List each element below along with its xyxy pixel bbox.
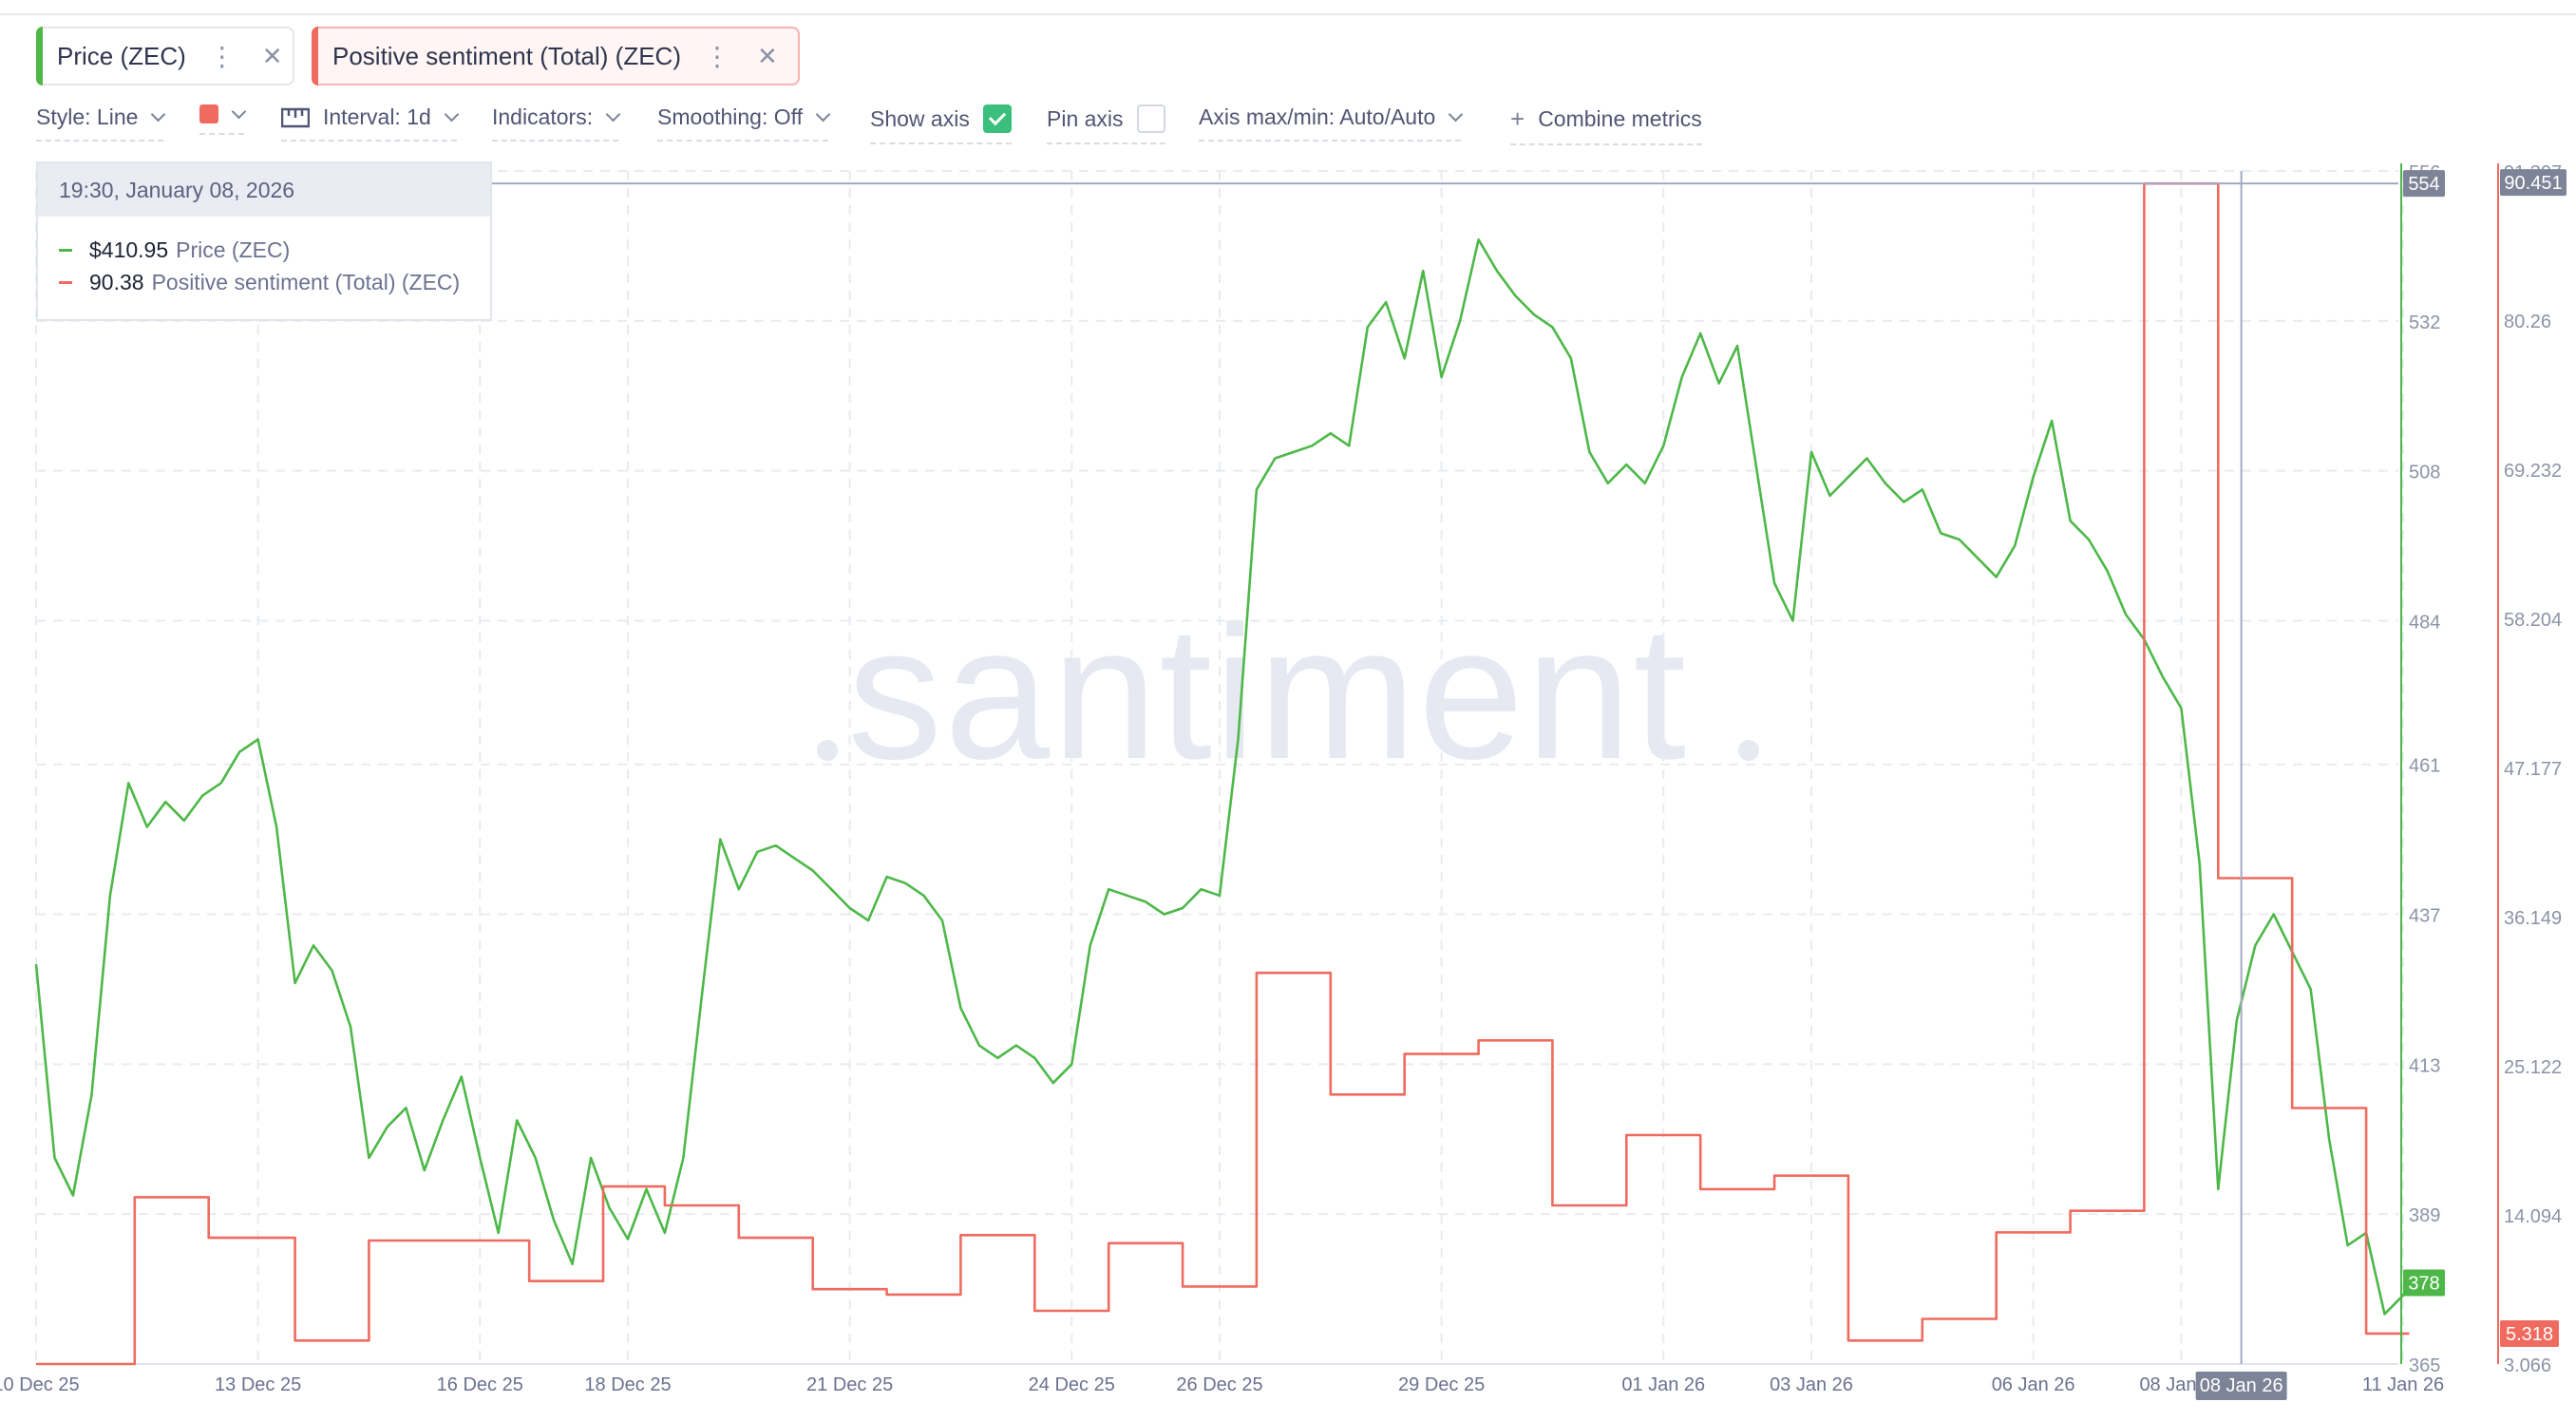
- right-axis-tick-label: 3.066: [2504, 1355, 2551, 1376]
- tooltip-metric-name: Positive sentiment (Total) (ZEC): [151, 269, 461, 294]
- metric-chip-positive-sentiment[interactable]: Positive sentiment (Total) (ZEC) ⋮ ✕: [312, 27, 800, 85]
- left-axis-hover-badge: 554: [2403, 170, 2445, 198]
- crosshair-date-badge-bg: [2195, 1372, 2287, 1400]
- interval-label: Interval: 1d: [323, 104, 431, 129]
- left-axis-tick-label: 365: [2409, 1355, 2440, 1376]
- right-axis-current-badge-text: 5.318: [2506, 1324, 2553, 1345]
- crosshair-date-badge-text: 08 Jan 26: [2200, 1375, 2283, 1396]
- left-axis-tick-label: 389: [2409, 1205, 2440, 1226]
- legend-dash: [59, 280, 72, 284]
- chip-color-bar: [36, 27, 43, 85]
- x-axis-tick-label: 29 Dec 25: [1398, 1374, 1485, 1395]
- right-axis-hover-badge-bg: [2500, 169, 2567, 197]
- interval-dropdown[interactable]: Interval: 1d: [281, 104, 460, 142]
- x-axis-tick-label: 11 Jan 26: [2362, 1374, 2444, 1395]
- right-axis-tick-label: 14.094: [2504, 1206, 2562, 1227]
- x-axis-tick-label: 21 Dec 25: [806, 1374, 893, 1395]
- crosshair-tooltip: 19:30, January 08, 2026 $410.95 Price (Z…: [36, 161, 492, 321]
- top-divider: [0, 13, 2576, 15]
- left-axis-hover-badge-text: 554: [2408, 174, 2439, 195]
- ruler-icon: [281, 107, 310, 127]
- left-axis-current-badge-text: 378: [2408, 1274, 2439, 1295]
- x-axis-tick-label: 26 Dec 25: [1176, 1374, 1262, 1395]
- style-dropdown[interactable]: Style: Line: [36, 104, 166, 142]
- left-axis-current-badge-bg: [2403, 1269, 2445, 1297]
- price-series-line: [34, 238, 2411, 1316]
- pin-axis-checkbox[interactable]: [1136, 104, 1165, 133]
- indicators-label: Indicators:: [492, 104, 594, 129]
- show-axis-checkbox[interactable]: [982, 104, 1012, 133]
- x-axis-tick-label: 06 Jan 26: [1992, 1374, 2075, 1395]
- left-axis-current-badge: 378: [2403, 1269, 2445, 1297]
- combine-metrics-label: Combine metrics: [1538, 106, 1702, 131]
- axis-maxmin-label: Axis max/min: Auto/Auto: [1199, 104, 1436, 129]
- pin-axis-toggle[interactable]: Pin axis: [1047, 104, 1165, 144]
- left-axis-tick-label: 437: [2409, 906, 2440, 927]
- right-axis-hover-badge: 90.451: [2500, 169, 2567, 197]
- show-axis-label: Show axis: [870, 105, 970, 131]
- tooltip-datetime: 19:30, January 08, 2026: [38, 163, 490, 217]
- smoothing-label: Smoothing: Off: [657, 104, 803, 129]
- left-axis-tick-label: 461: [2409, 756, 2440, 777]
- tooltip-value: $410.95: [89, 237, 169, 262]
- tooltip-row-sentiment: 90.38 Positive sentiment (Total) (ZEC): [59, 266, 490, 298]
- right-axis-tick-label: 58.204: [2504, 610, 2562, 631]
- color-picker[interactable]: [199, 104, 247, 135]
- smoothing-dropdown[interactable]: Smoothing: Off: [657, 104, 831, 142]
- tooltip-value: 90.38: [89, 269, 144, 294]
- right-axis-tick-label: 36.149: [2504, 908, 2562, 929]
- left-axis-tick-label: 532: [2409, 313, 2440, 333]
- chip-label: Positive sentiment (Total) (ZEC): [332, 41, 681, 70]
- plus-icon: +: [1510, 104, 1525, 133]
- x-axis-tick-label: 24 Dec 25: [1029, 1374, 1115, 1395]
- right-axis-tick-label: 69.232: [2504, 461, 2562, 482]
- x-axis-tick-label: 16 Dec 25: [437, 1374, 523, 1395]
- x-axis-tick-label: 10 Dec 25: [0, 1374, 80, 1395]
- close-icon[interactable]: ✕: [261, 41, 283, 70]
- x-axis-tick-label: 03 Jan 26: [1770, 1374, 1853, 1395]
- left-axis-hover-badge-bg: [2403, 170, 2445, 198]
- chip-label: Price (ZEC): [57, 41, 186, 70]
- watermark-dot: [817, 740, 838, 761]
- right-axis-current-badge: 5.318: [2500, 1319, 2559, 1347]
- right-axis-current-badge-bg: [2500, 1319, 2559, 1347]
- right-axis-hover-badge-text: 90.451: [2504, 173, 2562, 194]
- tooltip-row-price: $410.95 Price (ZEC): [59, 234, 490, 266]
- more-vertical-icon[interactable]: ⋮: [703, 41, 730, 71]
- legend-dash: [59, 248, 72, 252]
- left-axis-tick-label: 508: [2409, 463, 2440, 483]
- santiment-watermark: santiment: [847, 587, 1689, 799]
- close-icon[interactable]: ✕: [756, 41, 778, 70]
- x-axis-tick-label: 01 Jan 26: [1621, 1374, 1705, 1395]
- pin-axis-label: Pin axis: [1047, 105, 1124, 131]
- more-vertical-icon[interactable]: ⋮: [208, 41, 236, 71]
- right-axis-tick-label: 25.122: [2504, 1057, 2562, 1078]
- indicators-dropdown[interactable]: Indicators:: [492, 104, 621, 142]
- left-axis-tick-label: 484: [2409, 612, 2440, 633]
- color-swatch: [199, 104, 218, 123]
- x-axis-tick-label: 18 Dec 25: [584, 1374, 671, 1395]
- chip-color-bar: [312, 27, 318, 85]
- watermark-dot: [1738, 740, 1759, 761]
- tooltip-metric-name: Price (ZEC): [176, 237, 291, 262]
- left-axis-tick-label: 413: [2409, 1055, 2440, 1076]
- metric-chip-price[interactable]: Price (ZEC) ⋮ ✕: [36, 27, 294, 85]
- style-label: Style: Line: [36, 104, 139, 129]
- axis-maxmin-dropdown[interactable]: Axis max/min: Auto/Auto: [1199, 104, 1464, 142]
- crosshair-date-badge: 08 Jan 26: [2195, 1372, 2287, 1400]
- combine-metrics-button[interactable]: + Combine metrics: [1510, 104, 1702, 145]
- right-axis-tick-label: 80.26: [2504, 312, 2551, 332]
- right-axis-tick-label: 47.177: [2504, 759, 2562, 780]
- show-axis-toggle[interactable]: Show axis: [870, 104, 1012, 144]
- x-axis-tick-label: 13 Dec 25: [215, 1374, 301, 1395]
- sentiment-series-line: [36, 181, 2410, 1366]
